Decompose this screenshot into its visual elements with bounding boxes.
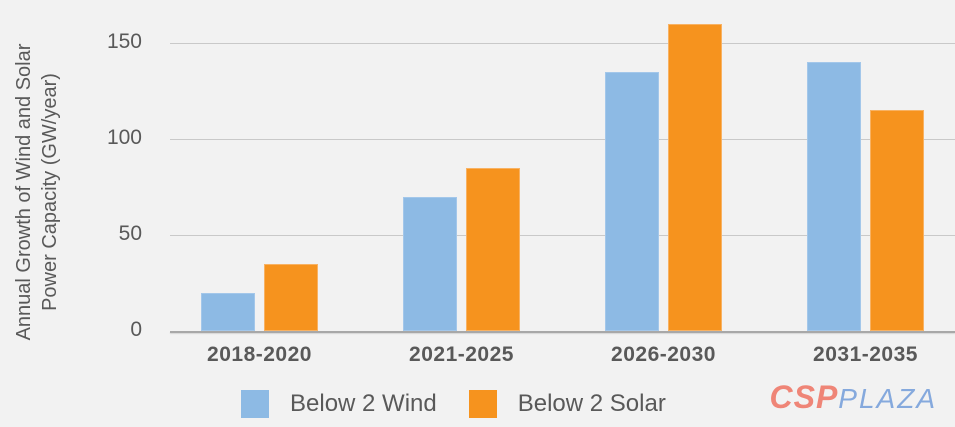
y-tick-label-0: 0 — [130, 318, 142, 341]
x-category-label-2031-2035: 2031-2035 — [813, 343, 918, 366]
legend-item-below-2-wind: Below 2 Wind — [241, 390, 437, 418]
y-tick-label-100: 100 — [106, 126, 142, 149]
bar-below-2-wind-2026-2030 — [605, 71, 659, 331]
legend-label: Below 2 Solar — [517, 390, 666, 417]
x-category-label-2026-2030: 2026-2030 — [611, 343, 716, 366]
cspplaza-logo: CSPPLAZA — [770, 379, 938, 416]
gridline-150 — [170, 43, 955, 44]
bar-below-2-solar-2026-2030 — [668, 23, 722, 331]
x-axis-line — [170, 331, 955, 333]
legend-item-below-2-solar: Below 2 Solar — [468, 390, 666, 418]
gridline-50 — [170, 235, 955, 236]
bar-below-2-solar-2021-2025 — [466, 167, 520, 331]
x-category-label-2018-2020: 2018-2020 — [207, 343, 312, 366]
gridline-100 — [170, 139, 955, 140]
legend-swatch-icon — [468, 390, 497, 418]
y-tick-label-150: 150 — [106, 30, 142, 53]
logo-plaza-text: PLAZA — [838, 383, 937, 414]
legend-label: Below 2 Wind — [290, 390, 437, 417]
logo-csp-text: CSP — [769, 379, 839, 415]
bar-below-2-wind-2021-2025 — [403, 196, 457, 331]
legend-swatch-icon — [241, 390, 269, 418]
y-tick-label-50: 50 — [118, 222, 142, 245]
bar-below-2-solar-2018-2020 — [264, 263, 318, 331]
legend: Below 2 Wind Below 2 Solar — [241, 390, 698, 418]
bar-below-2-solar-2031-2035 — [870, 110, 924, 331]
bar-below-2-wind-2031-2035 — [807, 62, 861, 331]
x-category-label-2021-2025: 2021-2025 — [409, 343, 514, 366]
bar-below-2-wind-2018-2020 — [201, 292, 255, 331]
